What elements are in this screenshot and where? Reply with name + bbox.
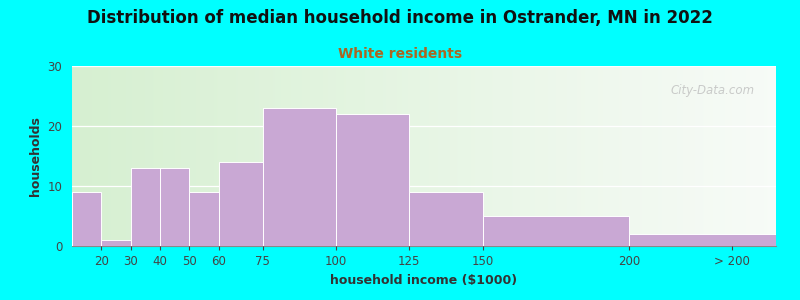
Bar — [630, 234, 776, 246]
Text: Distribution of median household income in Ostrander, MN in 2022: Distribution of median household income … — [87, 9, 713, 27]
Text: White residents: White residents — [338, 46, 462, 61]
X-axis label: household income ($1000): household income ($1000) — [330, 274, 518, 286]
Bar — [190, 192, 218, 246]
Bar — [262, 108, 336, 246]
Bar — [410, 192, 482, 246]
Y-axis label: households: households — [29, 116, 42, 196]
Bar — [482, 216, 630, 246]
Bar — [72, 192, 102, 246]
Text: City-Data.com: City-Data.com — [670, 84, 755, 97]
Bar — [336, 114, 410, 246]
Bar — [102, 240, 130, 246]
Bar — [130, 168, 160, 246]
Bar — [160, 168, 190, 246]
Bar — [218, 162, 262, 246]
